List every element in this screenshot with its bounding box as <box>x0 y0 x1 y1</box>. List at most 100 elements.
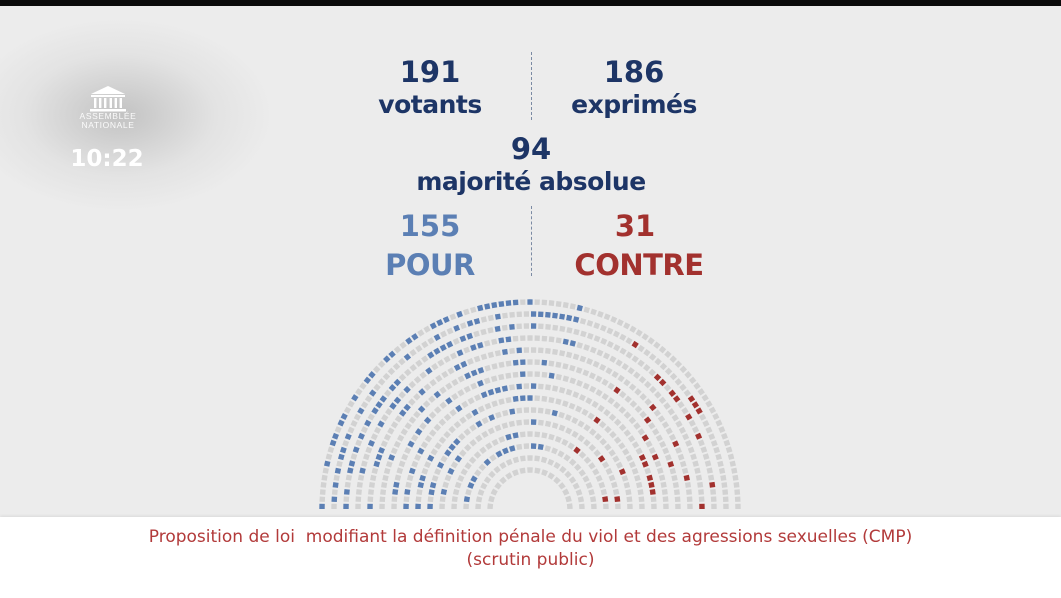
seat-empty <box>648 422 656 430</box>
seat-pour <box>343 489 350 495</box>
seat-empty <box>637 428 646 436</box>
seat-empty <box>681 407 689 415</box>
seat-empty <box>583 439 591 447</box>
seat-empty <box>356 489 362 495</box>
seat-empty <box>448 425 456 434</box>
seat-empty <box>589 385 597 393</box>
seat-pour <box>459 335 467 343</box>
seat-empty <box>721 432 728 440</box>
seat-empty <box>360 426 369 434</box>
seat-empty <box>494 482 502 490</box>
seat-empty <box>481 430 489 439</box>
seat-contre <box>672 395 681 403</box>
seat-empty <box>541 469 549 477</box>
seat-empty <box>604 425 612 434</box>
seat-empty <box>667 408 675 416</box>
seat-empty <box>478 463 486 472</box>
seat-empty <box>434 442 442 450</box>
seat-empty <box>568 402 576 410</box>
seat-empty <box>562 488 570 496</box>
seat-empty <box>644 467 652 475</box>
seat-contre <box>646 474 654 482</box>
seat-empty <box>612 330 620 338</box>
seat-empty <box>637 359 645 368</box>
seat-empty <box>558 386 566 394</box>
seat-empty <box>414 454 422 462</box>
seat-pour <box>537 443 544 451</box>
seat-empty <box>612 455 620 463</box>
seat-empty <box>679 460 687 468</box>
seat-pour <box>501 385 508 392</box>
seat-empty <box>404 446 412 455</box>
seat-pour <box>367 439 375 447</box>
seat-pour <box>548 372 555 379</box>
seat-empty <box>480 482 488 490</box>
result-divider <box>531 206 532 276</box>
seat-empty <box>720 474 727 481</box>
seat-empty <box>583 424 591 432</box>
seat-contre <box>638 454 646 462</box>
seat-empty <box>406 474 414 482</box>
seat-empty <box>534 467 541 474</box>
seat-empty <box>553 461 561 470</box>
seat-pour <box>403 353 412 361</box>
seat-pour <box>433 390 442 399</box>
seat-empty <box>654 460 662 468</box>
seat-empty <box>421 467 429 475</box>
seat-contre <box>709 481 716 488</box>
seat-empty <box>565 351 573 359</box>
seat-empty <box>397 434 405 442</box>
seat-empty <box>548 336 555 343</box>
seat-empty <box>558 411 565 419</box>
seat-empty <box>408 380 416 389</box>
seat-empty <box>677 453 685 461</box>
seat-empty <box>623 378 631 387</box>
seat-empty <box>480 328 487 336</box>
seat-empty <box>576 379 583 387</box>
seat-pour <box>423 416 432 425</box>
seat-empty <box>544 445 552 452</box>
seat-empty <box>579 355 587 363</box>
seat-empty <box>380 440 388 448</box>
seat-empty <box>398 460 406 468</box>
seat-empty <box>671 414 679 422</box>
seat-empty <box>563 454 571 462</box>
seat-pour <box>429 322 437 330</box>
seat-pour <box>368 371 376 379</box>
seat-empty <box>567 442 575 450</box>
seat-empty <box>392 362 401 371</box>
seat-empty <box>433 423 442 432</box>
seat-empty <box>446 327 454 335</box>
seat-pour <box>429 482 437 489</box>
seat-contre <box>641 460 649 468</box>
seat-empty <box>577 496 585 503</box>
seat-empty <box>540 456 548 464</box>
seat-pour <box>447 467 455 475</box>
seat-empty <box>658 396 667 405</box>
logo-text-line-2: NATIONALE <box>81 120 135 130</box>
seat-empty <box>685 439 693 447</box>
seat-empty <box>727 453 735 460</box>
seat-empty <box>449 352 458 360</box>
seat-empty <box>663 384 672 392</box>
seat-empty <box>423 325 431 333</box>
seat-empty <box>610 316 618 324</box>
seat-empty <box>484 364 491 372</box>
seat-empty <box>573 328 580 336</box>
seat-pour <box>379 395 388 403</box>
seat-empty <box>613 344 621 352</box>
seat-empty <box>635 481 643 489</box>
seat-empty <box>582 475 590 483</box>
seat-pour <box>552 312 558 319</box>
seat-empty <box>686 489 692 495</box>
seat-empty <box>541 432 548 439</box>
seat-empty <box>399 341 407 349</box>
seat-empty <box>585 397 593 405</box>
seat-empty <box>625 351 633 359</box>
seat-empty <box>473 355 481 363</box>
seat-pour <box>377 420 385 428</box>
seat-empty <box>568 458 577 466</box>
seat-empty <box>415 344 423 353</box>
seat-pour <box>403 385 411 394</box>
seat-empty <box>562 301 569 309</box>
